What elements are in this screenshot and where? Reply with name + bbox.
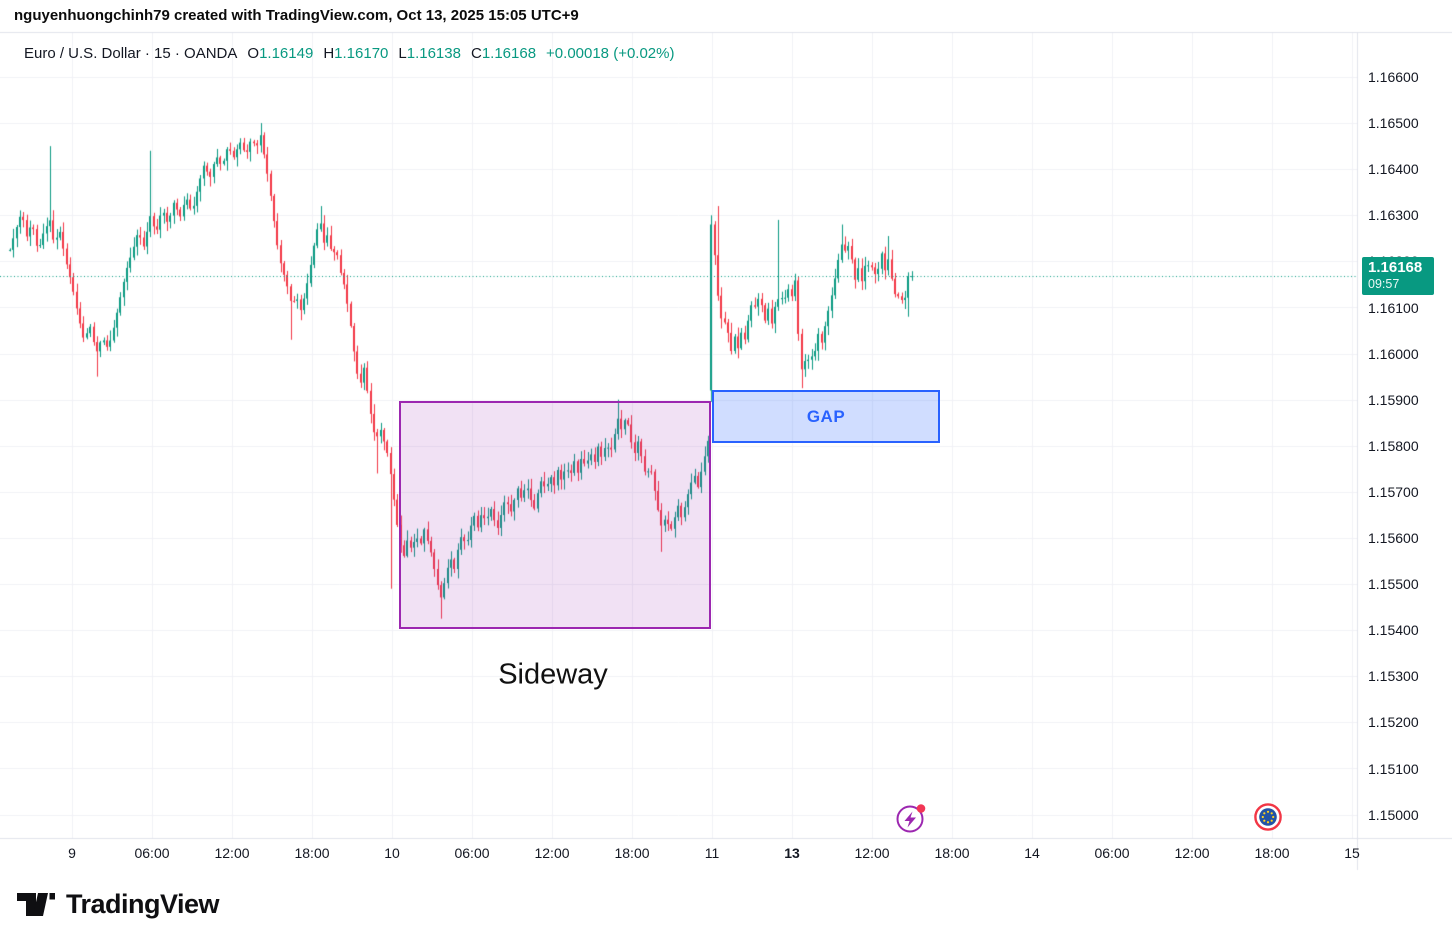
last-price-badge: 1.16168 09:57 — [1362, 257, 1434, 296]
ohlc-low: L1.16138 — [398, 45, 461, 62]
price-axis-label: 1.15900 — [1368, 391, 1419, 408]
gap-box[interactable]: GAP — [712, 390, 940, 443]
price-axis-label: 1.15700 — [1368, 483, 1419, 500]
price-axis-label: 1.16000 — [1368, 345, 1419, 362]
ohlc-high: H1.16170 — [323, 45, 389, 62]
tradingview-logo-icon — [17, 892, 55, 916]
price-axis[interactable]: 1.166001.165001.164001.163001.162001.161… — [1357, 32, 1452, 870]
price-axis-label: 1.16500 — [1368, 115, 1419, 132]
time-axis-label: 13 — [784, 845, 800, 861]
price-axis-label: 1.15200 — [1368, 714, 1419, 731]
time-axis-label: 18:00 — [1254, 845, 1290, 861]
chart-legend: Euro / U.S. Dollar · 15 · OANDA O1.16149… — [24, 45, 674, 62]
price-axis-label: 1.15300 — [1368, 668, 1419, 685]
last-price-value: 1.16168 — [1368, 259, 1423, 277]
price-axis-label: 1.16100 — [1368, 299, 1419, 316]
time-axis-label: 15 — [1344, 845, 1360, 861]
time-axis-label: 18:00 — [614, 845, 650, 861]
time-axis-label: 06:00 — [1094, 845, 1130, 861]
price-axis-label: 1.15800 — [1368, 437, 1419, 454]
time-axis-label: 12:00 — [1174, 845, 1210, 861]
price-axis-label: 1.15400 — [1368, 622, 1419, 639]
lightning-bolt-icon — [904, 811, 916, 828]
eu-flag-event-icon[interactable] — [1251, 800, 1285, 834]
time-axis-label: 11 — [704, 845, 720, 861]
eu-stars-icon — [1261, 810, 1275, 824]
time-axis-label: 18:00 — [934, 845, 970, 861]
sideway-range-box[interactable] — [399, 401, 711, 629]
price-axis-label: 1.16400 — [1368, 161, 1419, 178]
price-axis-label: 1.15000 — [1368, 806, 1419, 823]
sideway-text-annotation[interactable]: Sideway — [498, 658, 608, 691]
time-axis-label: 14 — [1024, 845, 1040, 861]
price-axis-label: 1.16300 — [1368, 207, 1419, 224]
time-axis-label: 12:00 — [534, 845, 570, 861]
time-axis[interactable]: 9 06:00 12:00 18:00 10 06:00 12:00 18:00 11 13 12:… — [0, 838, 1452, 870]
time-axis-label: 12:00 — [214, 845, 250, 861]
price-change: +0.00018 (+0.02%) — [546, 45, 675, 62]
bar-countdown: 09:57 — [1368, 277, 1400, 292]
time-axis-label: 12:00 — [854, 845, 890, 861]
event-dot-icon — [916, 804, 926, 813]
economic-event-icon[interactable] — [894, 801, 928, 835]
ohlc-open: O1.16149 — [247, 45, 314, 62]
price-axis-label: 1.15500 — [1368, 576, 1419, 593]
price-axis-label: 1.16600 — [1368, 69, 1419, 85]
price-axis-label: 1.15100 — [1368, 760, 1419, 777]
brand-name: TradingView — [66, 889, 220, 919]
symbol-title[interactable]: Euro / U.S. Dollar · 15 · OANDA — [24, 45, 238, 62]
time-axis-label: 9 — [68, 845, 76, 861]
price-axis-label: 1.15600 — [1368, 530, 1419, 546]
time-axis-label: 10 — [384, 845, 400, 861]
attribution-text: nguyenhuongchinh79 created with TradingV… — [14, 7, 579, 24]
time-axis-label: 18:00 — [294, 845, 330, 861]
tradingview-branding[interactable]: TradingView — [17, 889, 220, 920]
time-axis-label: 06:00 — [134, 845, 170, 861]
time-axis-label: 06:00 — [454, 845, 490, 861]
ohlc-close: C1.16168 — [470, 45, 537, 62]
gap-box-label: GAP — [806, 406, 846, 426]
